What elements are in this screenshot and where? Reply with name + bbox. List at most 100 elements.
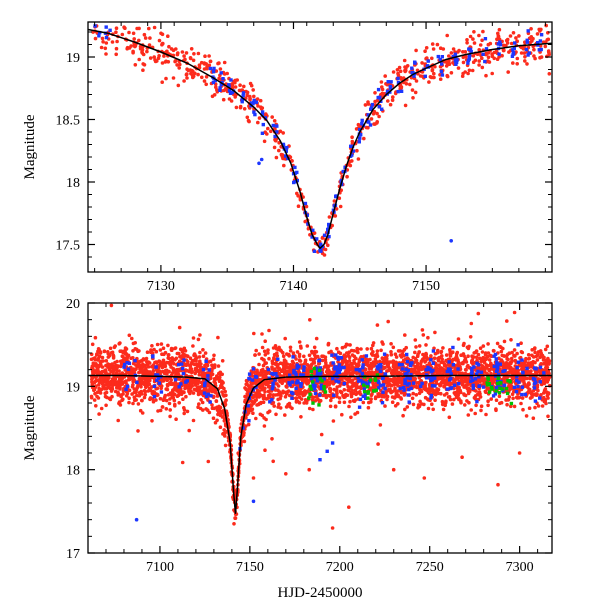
data-point (220, 390, 224, 394)
data-point (366, 113, 370, 117)
data-point (104, 403, 108, 408)
data-point (130, 336, 134, 341)
data-point (180, 50, 185, 54)
data-point (487, 60, 492, 64)
data-point (480, 38, 484, 43)
data-point (358, 136, 362, 140)
data-point (197, 65, 202, 70)
data-point (90, 342, 95, 347)
data-point (214, 85, 218, 89)
data-point (436, 54, 440, 59)
data-point (304, 204, 309, 209)
data-point (426, 59, 430, 63)
data-point (511, 52, 515, 56)
data-point (401, 76, 406, 80)
data-point (98, 391, 103, 395)
data-point (220, 359, 225, 363)
data-point (327, 222, 331, 227)
data-point (379, 80, 384, 84)
data-point (148, 56, 153, 60)
data-point (386, 80, 390, 84)
data-point (201, 408, 205, 412)
data-point (326, 243, 330, 248)
data-point (208, 359, 213, 364)
data-point (163, 350, 168, 355)
data-point (131, 49, 135, 54)
data-point (196, 51, 201, 56)
data-point (254, 348, 258, 353)
data-point (425, 64, 430, 68)
data-point (189, 47, 194, 51)
data-point (282, 163, 286, 168)
data-point (473, 58, 478, 63)
data-point (198, 350, 202, 355)
data-point (157, 54, 161, 58)
model-curve (87, 28, 553, 250)
data-point (97, 380, 102, 385)
data-point (362, 136, 366, 141)
data-point (163, 393, 167, 398)
data-point (252, 94, 256, 99)
data-point (430, 42, 435, 46)
data-point (230, 90, 234, 95)
data-point (99, 45, 104, 50)
data-point (127, 30, 131, 35)
data-point (547, 51, 551, 55)
data-point (158, 396, 163, 401)
data-point (404, 82, 409, 86)
data-point (109, 303, 114, 308)
data-point (211, 80, 216, 85)
data-point (210, 403, 214, 407)
data-point (539, 55, 544, 59)
data-point (509, 41, 514, 46)
data-point (125, 391, 130, 396)
data-point (189, 389, 193, 393)
y-tick-label-top-0: 17.5 (56, 239, 81, 254)
data-point (166, 343, 170, 348)
data-point (522, 51, 527, 55)
data-point (432, 71, 436, 76)
data-point (435, 42, 440, 47)
data-point (211, 416, 216, 421)
data-point (481, 52, 485, 56)
data-point (279, 152, 284, 157)
data-point (190, 369, 194, 374)
data-point (334, 207, 339, 211)
data-point (295, 170, 299, 175)
data-point (404, 65, 408, 70)
data-point (412, 74, 416, 78)
data-point (185, 409, 190, 414)
data-point (513, 41, 517, 45)
data-point (251, 411, 255, 416)
data-point (124, 347, 129, 351)
data-point (134, 398, 138, 402)
data-point (161, 346, 166, 351)
data-point (221, 77, 225, 81)
data-point (207, 63, 212, 68)
data-point (461, 55, 466, 60)
data-point (263, 130, 268, 134)
data-point (483, 37, 488, 41)
data-point (492, 56, 497, 61)
data-point (468, 34, 473, 39)
data-point (334, 194, 338, 199)
data-point (155, 59, 159, 63)
data-point (233, 95, 237, 99)
data-point (200, 400, 205, 405)
data-point (438, 57, 442, 62)
data-point (185, 76, 189, 80)
data-point (403, 103, 408, 108)
data-point (132, 370, 137, 375)
data-point (259, 105, 263, 109)
data-point (326, 227, 330, 232)
data-point (137, 349, 141, 353)
data-point (223, 443, 228, 448)
data-point (272, 404, 277, 408)
data-point (221, 97, 226, 102)
data-point (327, 215, 332, 219)
data-point (160, 42, 164, 47)
data-point (254, 416, 258, 421)
data-point (161, 358, 166, 363)
data-point (242, 84, 246, 89)
